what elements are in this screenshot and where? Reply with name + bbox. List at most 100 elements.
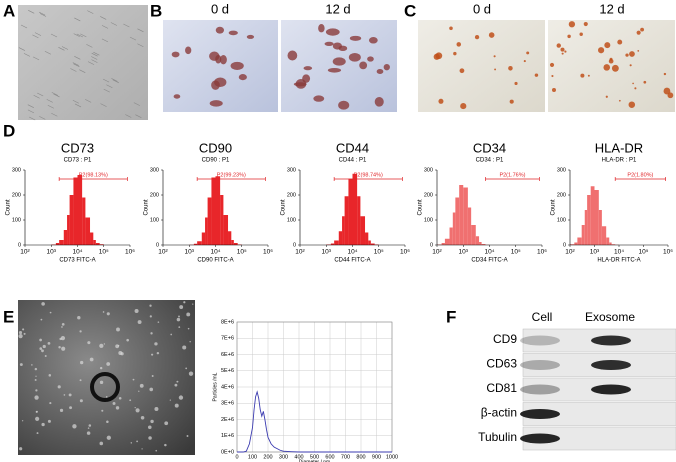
em-particle [41,302,45,306]
y-axis-label: Count [6,199,12,215]
em-particle [99,441,104,446]
y-tick-label: 6E+6 [221,352,234,358]
histogram-bar [197,241,202,245]
cell-texture [91,56,98,60]
em-particle [35,416,40,421]
x-tick-label: 10³ [590,249,600,256]
lipid-droplet [634,87,637,90]
histogram-bar [223,215,229,245]
cell-texture [27,109,35,114]
lipid-droplet [587,74,590,77]
x-tick-label: 10⁶ [125,249,135,256]
histogram-bar [587,195,591,245]
x-tick-label: 10⁶ [400,249,410,256]
lipid-droplet [551,88,556,93]
cell-texture [79,69,86,73]
chart-subtitle: CD90 : P1 [202,158,230,164]
em-particle [187,327,190,330]
lipid-droplet [663,87,671,95]
lipid-droplet [435,52,443,60]
chart-subtitle: CD73 : P1 [64,158,92,164]
x-tick-label: 10⁴ [72,249,82,256]
stained-cell [348,52,361,62]
em-particle [106,362,111,366]
em-particle [89,357,94,362]
y-tick-label: 200 [287,192,296,198]
x-tick-label: 10⁵ [639,249,649,256]
cell-texture [110,22,118,26]
em-particle [80,360,84,365]
em-particle [150,419,154,424]
y-tick-label: 100 [424,217,433,223]
y-tick-label: 0 [563,242,566,248]
em-particle [40,318,43,321]
histogram-bar [334,240,339,245]
histogram-bar [475,236,480,245]
x-tick-label: 10⁴ [484,249,494,256]
cell-texture [135,114,142,118]
row-label: Tubulin [478,430,517,444]
em-particle [155,449,158,452]
cell-texture [39,13,47,17]
chart-title: HLA-DR [595,140,643,155]
x-tick-label: 10⁶ [663,249,673,256]
cell-texture [74,56,81,60]
cell-texture [93,51,100,56]
chart-title: CD34 [473,140,506,155]
em-particle [41,349,44,353]
em-particle [103,343,106,345]
em-particle [149,387,154,392]
histogram-bar [63,230,68,245]
gate-marker [485,177,540,181]
stained-cell [325,28,340,36]
cell-texture [44,51,52,55]
em-particle [174,403,179,408]
histogram-bar [82,197,86,245]
em-particle [42,344,46,349]
y-tick-label: 0 [156,242,159,248]
stained-cell [318,23,325,33]
em-particle [35,410,38,413]
x-tick-label: 400 [294,454,303,460]
row-label: CD81 [486,381,517,395]
y-tick-label: 4E+6 [221,384,234,390]
stained-cell [327,67,342,73]
cell-texture [123,23,130,28]
y-axis-label: Count [551,199,557,215]
em-particle [35,375,37,377]
gate-label: P2(98.74%) [354,172,383,178]
gate-label: P2(1.76%) [499,172,525,178]
em-particle [151,353,154,356]
y-tick-label: 2E+6 [221,417,234,423]
panel-label: C [404,1,416,20]
gate-marker [333,177,403,181]
lipid-droplet [488,32,495,38]
histogram-bar [344,196,349,245]
x-tick-label: 600 [325,454,334,460]
histogram-bar [69,195,74,245]
stained-cell [338,45,348,52]
em-particle [186,312,191,317]
cell-texture [51,92,58,96]
y-tick-label: 300 [424,167,433,173]
lipid-droplet [564,50,567,53]
em-particle [147,425,152,430]
cell-texture [87,10,94,14]
cell-texture [20,24,28,29]
x-tick-label: 1000 [386,454,398,460]
x-axis-label: Diameter / nm [299,459,330,462]
em-particle [59,337,62,341]
histogram-bar [459,185,464,245]
stained-cell [219,55,227,65]
x-axis-label: HLA-DR FITC-A [597,258,640,264]
x-tick-label: 10³ [47,249,57,256]
x-tick-label: 10⁵ [237,249,247,256]
histogram-bar [228,231,232,245]
histogram-bar [67,215,70,245]
em-particle [186,435,189,437]
lipid-droplet [640,27,645,32]
em-particle [185,367,188,370]
em-particle [174,383,178,387]
cell-texture [103,88,110,93]
cell-texture [100,103,107,107]
